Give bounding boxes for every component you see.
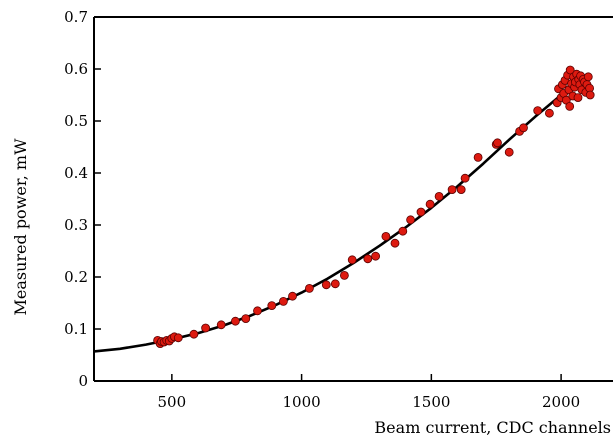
data-point — [398, 226, 408, 236]
data-point — [425, 199, 435, 209]
data-point — [434, 191, 444, 201]
data-point — [565, 65, 575, 75]
data-point — [321, 280, 331, 290]
data-point — [460, 173, 470, 183]
axes — [93, 16, 613, 382]
data-point — [330, 279, 340, 289]
data-point — [406, 215, 416, 225]
y-tick-label: 0.1 — [64, 320, 88, 338]
data-point — [545, 108, 554, 118]
x-tick-label: 500 — [158, 393, 187, 411]
fit-curve — [93, 73, 588, 353]
data-point — [173, 333, 183, 343]
data-point — [278, 296, 288, 306]
x-tick-label: 1000 — [283, 393, 321, 411]
data-point — [473, 152, 483, 162]
data-point — [201, 323, 211, 333]
data-point — [363, 254, 373, 264]
data-point — [381, 231, 391, 241]
y-axis-label: Measured power, mW — [11, 138, 30, 316]
y-tick-label: 0.3 — [64, 216, 88, 234]
data-point — [267, 301, 277, 311]
data-point — [253, 306, 262, 316]
y-tick-label: 0.2 — [64, 268, 88, 286]
x-tick-label: 2000 — [542, 393, 580, 411]
y-tick-label: 0.6 — [64, 60, 88, 78]
data-point — [390, 238, 400, 248]
ticks: 0 0.1 0.2 0.3 0.4 0.5 0.6 0.7 500 1000 1500 2000 — [64, 8, 580, 411]
data-point — [371, 251, 381, 261]
data-point — [288, 291, 297, 301]
data-point — [230, 316, 240, 326]
data-point — [347, 255, 357, 265]
x-axis-label: Beam current, CDC channels — [374, 418, 611, 437]
data-point — [504, 147, 514, 157]
data-point — [456, 185, 466, 195]
data-point — [416, 207, 426, 217]
x-tick-label: 1500 — [412, 393, 450, 411]
y-tick-label: 0 — [78, 372, 88, 390]
data-points-layer — [153, 65, 595, 349]
fit-curve-layer — [93, 73, 588, 353]
data-point — [241, 314, 251, 324]
data-point — [304, 283, 314, 293]
data-point — [339, 270, 349, 280]
y-tick-label: 0.7 — [64, 8, 88, 26]
y-tick-label: 0.4 — [64, 164, 88, 182]
data-point — [493, 138, 502, 148]
data-point — [573, 93, 583, 102]
data-point — [447, 185, 457, 195]
data-point — [216, 320, 226, 330]
data-point — [565, 102, 575, 111]
data-point — [189, 329, 199, 339]
y-tick-label: 0.5 — [64, 112, 88, 130]
data-point — [519, 123, 528, 133]
data-point — [533, 106, 543, 115]
data-point — [585, 90, 595, 100]
data-point — [583, 72, 593, 82]
